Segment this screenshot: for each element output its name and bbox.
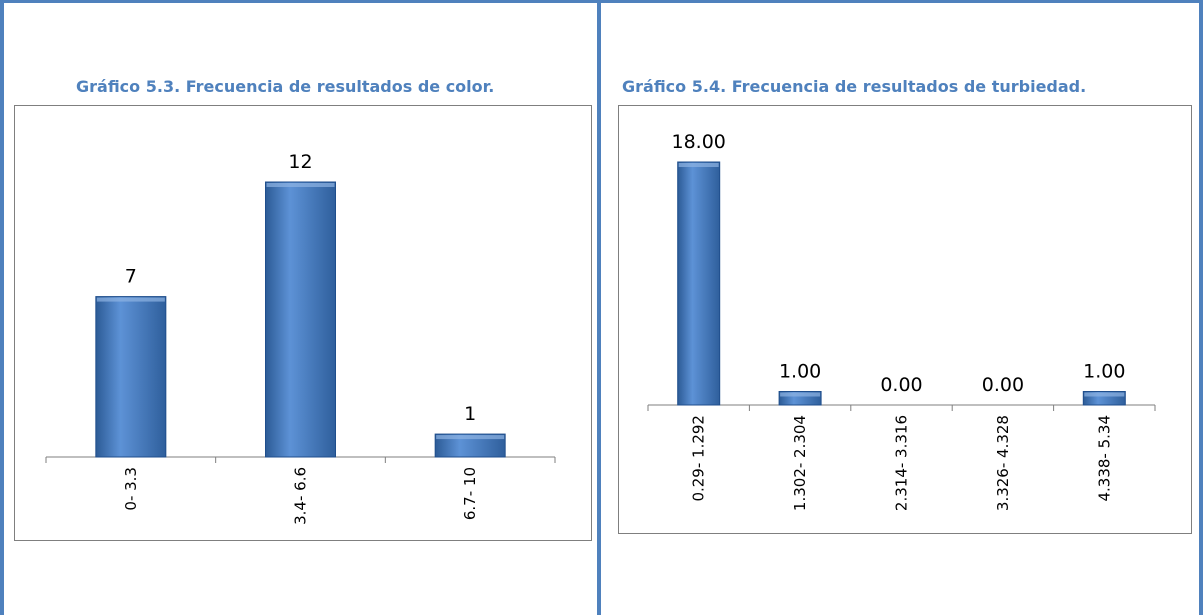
bar [265, 181, 336, 458]
bar-highlight [780, 392, 821, 397]
left-border [0, 0, 4, 615]
right-border [1199, 0, 1203, 615]
category-label: 4.338- 5.34 [1095, 415, 1113, 502]
category-label: 3.4- 6.6 [292, 467, 310, 525]
data-label: 0.00 [880, 374, 922, 396]
category-label: 2.314- 3.316 [893, 415, 911, 511]
data-label: 1.00 [779, 361, 821, 383]
category-label: 3.326- 4.328 [994, 415, 1012, 511]
bar [677, 161, 721, 406]
category-label: 0.29- 1.292 [690, 415, 708, 502]
chart-color-title: Gráfico 5.3. Frecuencia de resultados de… [76, 77, 495, 96]
bar-highlight [266, 183, 335, 187]
data-label: 0.00 [982, 374, 1024, 396]
data-label: 1 [464, 403, 476, 425]
chart-turbidity-title: Gráfico 5.4. Frecuencia de resultados de… [622, 77, 1087, 96]
category-label: 1.302- 2.304 [791, 415, 809, 511]
data-label: 12 [288, 151, 312, 173]
bar-highlight [1084, 392, 1125, 397]
top-border [0, 0, 1203, 3]
data-label: 7 [125, 266, 137, 288]
bar-highlight [678, 163, 719, 167]
category-label: 0- 3.3 [122, 467, 140, 511]
data-label: 18.00 [671, 131, 725, 153]
bar-highlight [436, 435, 505, 440]
bar-highlight [96, 297, 165, 302]
center-divider [597, 0, 601, 615]
bar [95, 296, 167, 458]
bar [434, 433, 506, 458]
category-label: 6.7- 10 [461, 467, 479, 520]
data-label: 1.00 [1083, 361, 1125, 383]
